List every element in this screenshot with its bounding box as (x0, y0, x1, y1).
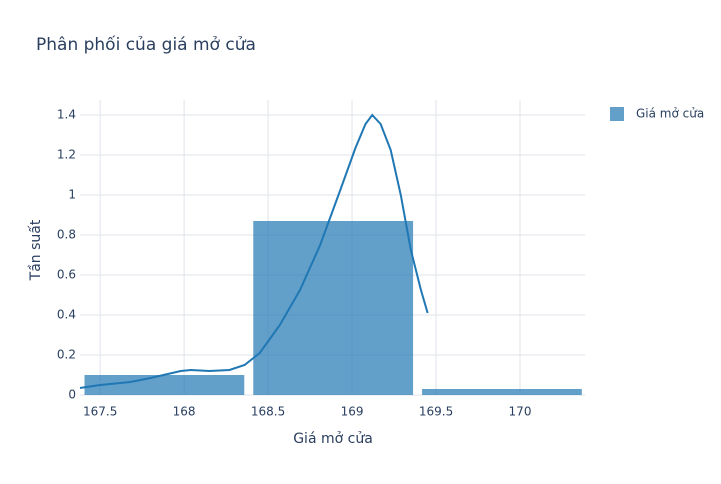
y-tick-label: 0.2 (57, 348, 76, 362)
chart-title: Phân phối của giá mở cửa (36, 34, 256, 55)
bar (422, 389, 582, 395)
x-tick-label: 169.5 (419, 405, 453, 419)
bar (84, 375, 245, 395)
y-tick-label: 1.4 (57, 108, 76, 122)
y-tick-label: 0.6 (57, 268, 76, 282)
x-tick-label: 170 (509, 405, 532, 419)
y-axis-label: Tần suất (28, 219, 44, 281)
legend-swatch (610, 107, 624, 121)
legend-label: Giá mở cửa (636, 107, 704, 121)
bar (253, 221, 414, 395)
x-axis-label: Giá mở cửa (293, 431, 373, 447)
x-tick-label: 168.5 (251, 405, 285, 419)
y-tick-label: 0 (68, 388, 76, 402)
y-tick-label: 0.4 (57, 308, 76, 322)
y-tick-label: 0.8 (57, 228, 76, 242)
y-tick-label: 1.2 (57, 148, 76, 162)
y-tick-label: 1 (68, 188, 76, 202)
density-line (79, 113, 429, 389)
x-tick-label: 169 (341, 405, 364, 419)
x-tick-label: 167.5 (83, 405, 117, 419)
x-tick-label: 168 (173, 405, 196, 419)
